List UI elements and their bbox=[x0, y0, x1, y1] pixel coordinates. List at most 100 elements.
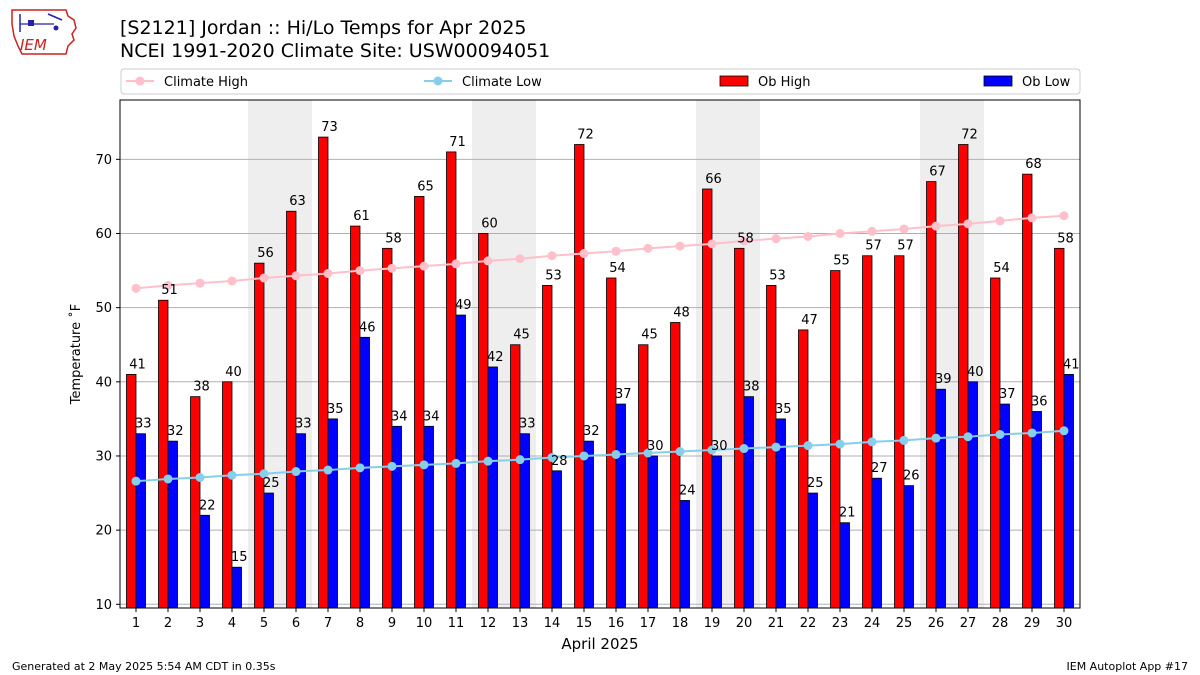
climate-low-point bbox=[739, 444, 749, 454]
climate-high-point bbox=[515, 254, 525, 264]
ob-low-label: 33 bbox=[519, 417, 536, 432]
y-tick-label: 30 bbox=[95, 449, 112, 464]
ob-low-label: 33 bbox=[135, 417, 152, 432]
climate-low-point bbox=[675, 447, 685, 457]
x-tick-label: 15 bbox=[576, 616, 593, 631]
ob-low-bar bbox=[583, 440, 594, 609]
ob-high-bar bbox=[414, 196, 425, 609]
climate-high-point bbox=[771, 234, 781, 244]
ob-low-bar bbox=[743, 396, 754, 609]
ob-high-label: 68 bbox=[1025, 157, 1042, 172]
legend-climate-high-label: Climate High bbox=[164, 75, 248, 90]
legend-climate-low-marker bbox=[433, 76, 443, 86]
ob-high-label: 45 bbox=[641, 328, 658, 343]
ob-high-label: 56 bbox=[257, 246, 274, 261]
ob-high-bar bbox=[126, 373, 137, 609]
climate-high-point bbox=[131, 283, 141, 293]
ob-high-label: 54 bbox=[993, 261, 1010, 276]
legend-box bbox=[120, 68, 1081, 95]
ob-high-bar bbox=[254, 262, 265, 609]
ob-low-label: 26 bbox=[903, 469, 920, 484]
climate-low-point bbox=[419, 460, 429, 470]
climate-low-point bbox=[867, 437, 877, 447]
ob-low-bar bbox=[199, 514, 210, 609]
ob-low-label: 38 bbox=[743, 380, 760, 395]
x-tick-label: 2 bbox=[164, 616, 172, 631]
ob-low-label: 46 bbox=[359, 320, 376, 335]
climate-low-point bbox=[323, 465, 333, 475]
climate-high-point bbox=[195, 278, 205, 288]
ob-high-label: 45 bbox=[513, 328, 530, 343]
x-axis-label: April 2025 bbox=[561, 635, 638, 653]
x-tick-label: 9 bbox=[388, 616, 396, 631]
ob-high-label: 51 bbox=[161, 283, 178, 298]
ob-high-label: 58 bbox=[737, 231, 754, 246]
x-tick-label: 17 bbox=[640, 616, 657, 631]
ob-low-bar bbox=[807, 492, 818, 609]
ob-low-label: 24 bbox=[679, 483, 696, 498]
climate-high-point bbox=[227, 276, 237, 286]
ob-high-bar bbox=[382, 247, 393, 609]
x-tick-label: 10 bbox=[416, 616, 433, 631]
ob-low-label: 21 bbox=[839, 506, 856, 521]
ob-high-label: 40 bbox=[225, 365, 242, 380]
climate-low-line bbox=[135, 429, 1065, 483]
ob-high-label: 53 bbox=[545, 268, 562, 283]
ob-high-bar bbox=[894, 255, 905, 609]
ob-low-bar bbox=[935, 388, 946, 609]
climate-high-point bbox=[611, 246, 621, 256]
ob-high-label: 61 bbox=[353, 209, 370, 224]
ob-high-label: 41 bbox=[129, 357, 146, 372]
chart-subtitle: NCEI 1991-2020 Climate Site: USW00094051 bbox=[120, 40, 551, 62]
ob-low-bar bbox=[967, 381, 978, 609]
climate-high-point bbox=[931, 221, 941, 231]
climate-high-point bbox=[483, 256, 493, 266]
climate-low-point bbox=[803, 441, 813, 451]
ob-low-label: 32 bbox=[583, 424, 600, 439]
ob-low-label: 25 bbox=[263, 476, 280, 491]
ob-high-bar bbox=[158, 299, 169, 609]
ob-low-label: 27 bbox=[871, 461, 888, 476]
climate-low-point bbox=[483, 456, 493, 466]
x-tick-label: 27 bbox=[960, 616, 977, 631]
climate-low-point bbox=[227, 470, 237, 480]
ob-low-label: 40 bbox=[967, 365, 984, 380]
ob-low-bar bbox=[551, 470, 562, 609]
climate-low-point bbox=[931, 433, 941, 443]
iem-logo: IEM bbox=[8, 6, 80, 60]
ob-high-label: 58 bbox=[385, 231, 402, 246]
ob-low-bar bbox=[1031, 411, 1042, 609]
legend-climate-low-label: Climate Low bbox=[462, 75, 542, 90]
ob-high-bar bbox=[542, 285, 553, 609]
ob-low-bar bbox=[327, 418, 338, 609]
ob-low-bar bbox=[711, 455, 722, 609]
ob-high-bar bbox=[862, 255, 873, 609]
ob-low-bar bbox=[839, 522, 850, 609]
x-tick-label: 4 bbox=[228, 616, 236, 631]
climate-low-point bbox=[995, 429, 1005, 439]
x-tick-label: 7 bbox=[324, 616, 332, 631]
ob-high-label: 54 bbox=[609, 261, 626, 276]
climate-high-point bbox=[867, 226, 877, 236]
ob-low-bar bbox=[295, 433, 306, 609]
ob-high-bar bbox=[350, 225, 361, 609]
ob-low-bar bbox=[231, 566, 242, 609]
ob-low-label: 35 bbox=[775, 402, 792, 417]
ob-low-label: 42 bbox=[487, 350, 504, 365]
ob-high-bar bbox=[638, 344, 649, 609]
climate-low-point bbox=[771, 442, 781, 452]
y-tick-label: 10 bbox=[95, 598, 112, 613]
ob-low-label: 37 bbox=[999, 387, 1016, 402]
ob-low-label: 41 bbox=[1063, 357, 1080, 372]
ob-high-bar bbox=[574, 144, 585, 609]
climate-high-point bbox=[739, 236, 749, 246]
ob-high-label: 57 bbox=[897, 239, 914, 254]
x-tick-label: 11 bbox=[448, 616, 465, 631]
ob-high-bar bbox=[286, 210, 297, 609]
climate-low-point bbox=[131, 476, 141, 486]
legend-ob-low-swatch bbox=[983, 75, 1013, 87]
ob-low-bar bbox=[1063, 373, 1074, 609]
x-tick-label: 23 bbox=[832, 616, 849, 631]
climate-low-point bbox=[835, 439, 845, 449]
